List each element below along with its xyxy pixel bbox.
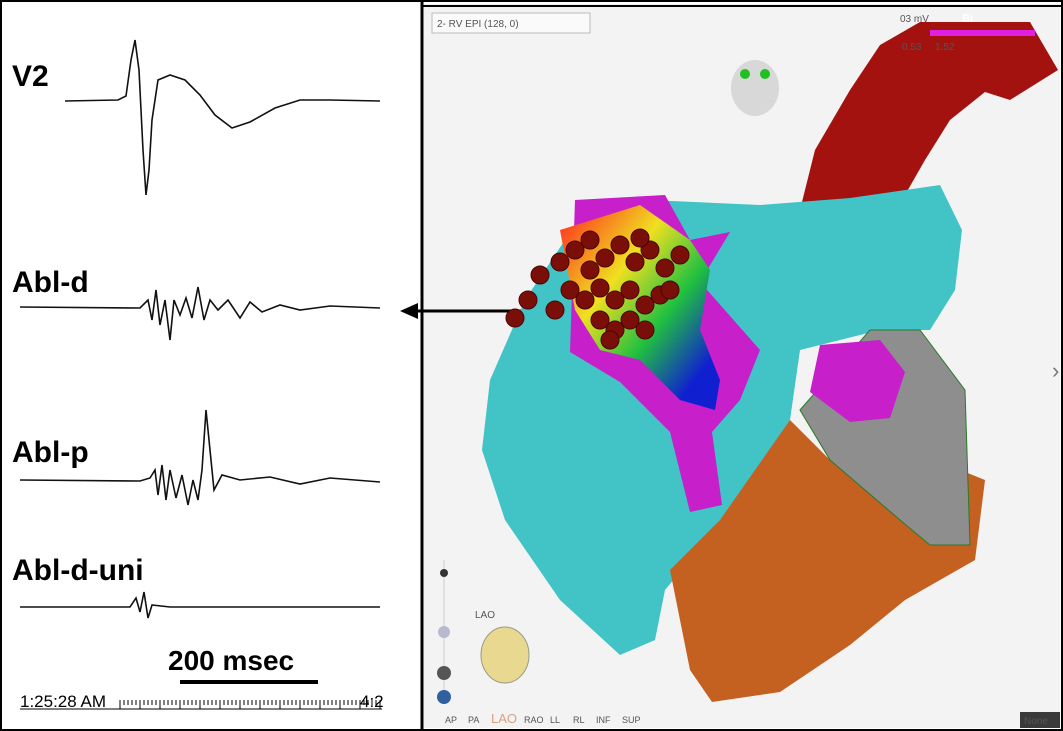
ablation-point [601,331,619,349]
view-button[interactable]: PA [468,715,479,725]
trace-label: Abl-d-uni [12,554,144,587]
trace-label: V2 [12,60,49,93]
timestamp: 1:25:28 AM [20,692,106,711]
ablation-point [671,246,689,264]
tool-button[interactable] [437,666,451,680]
ablation-point [621,281,639,299]
scale-bar-label: 200 msec [168,645,294,676]
face-eye [740,69,750,79]
trace-label: Abl-p [12,436,89,469]
view-button[interactable]: RL [573,715,585,725]
page: V2 Abl-d Abl-p Abl-d-uni 200 msec 1:25:2… [0,0,1063,731]
ablation-point [656,259,674,277]
trace-label: Abl-d [12,266,89,299]
ablation-point [611,236,629,254]
scale-unit: 03 mV [900,14,929,25]
dropdown-text: 2- RV EPI (128, 0) [437,19,519,30]
ablation-point [636,321,654,339]
orientation-face [731,60,779,116]
view-button[interactable]: INF [596,715,611,725]
ablation-point [661,281,679,299]
next-chevron[interactable]: › [1052,358,1059,383]
ablation-point [546,301,564,319]
ablation-point [591,279,609,297]
timestamp-end: 4:2 [360,692,384,711]
face-eye [760,69,770,79]
scale-min: 0.53 [902,42,922,53]
status: None [1024,716,1048,727]
ablation-point [626,253,644,271]
figure: V2 Abl-d Abl-p Abl-d-uni 200 msec 1:25:2… [0,0,1063,731]
ablation-point [631,229,649,247]
tool-button[interactable] [438,626,450,638]
ablation-point [519,291,537,309]
ablation-point [581,231,599,249]
ablation-point [531,266,549,284]
color-scale [930,30,1035,36]
scale-mode: Bi [962,13,973,25]
slider-knob[interactable] [440,569,448,577]
ablation-point [581,261,599,279]
ablation-point [506,309,524,327]
view-button[interactable]: RAO [524,715,544,725]
heart-icon [481,627,529,683]
ablation-point [551,253,569,271]
view-button[interactable]: AP [445,715,457,725]
orientation-label: LAO [475,610,495,621]
scale-max: 1.52 [935,42,955,53]
tool-button[interactable] [437,690,451,704]
view-button[interactable]: LAO [491,711,517,726]
ablation-point [576,291,594,309]
view-button[interactable]: LL [550,715,560,725]
view-button[interactable]: SUP [622,715,641,725]
ablation-point [596,249,614,267]
